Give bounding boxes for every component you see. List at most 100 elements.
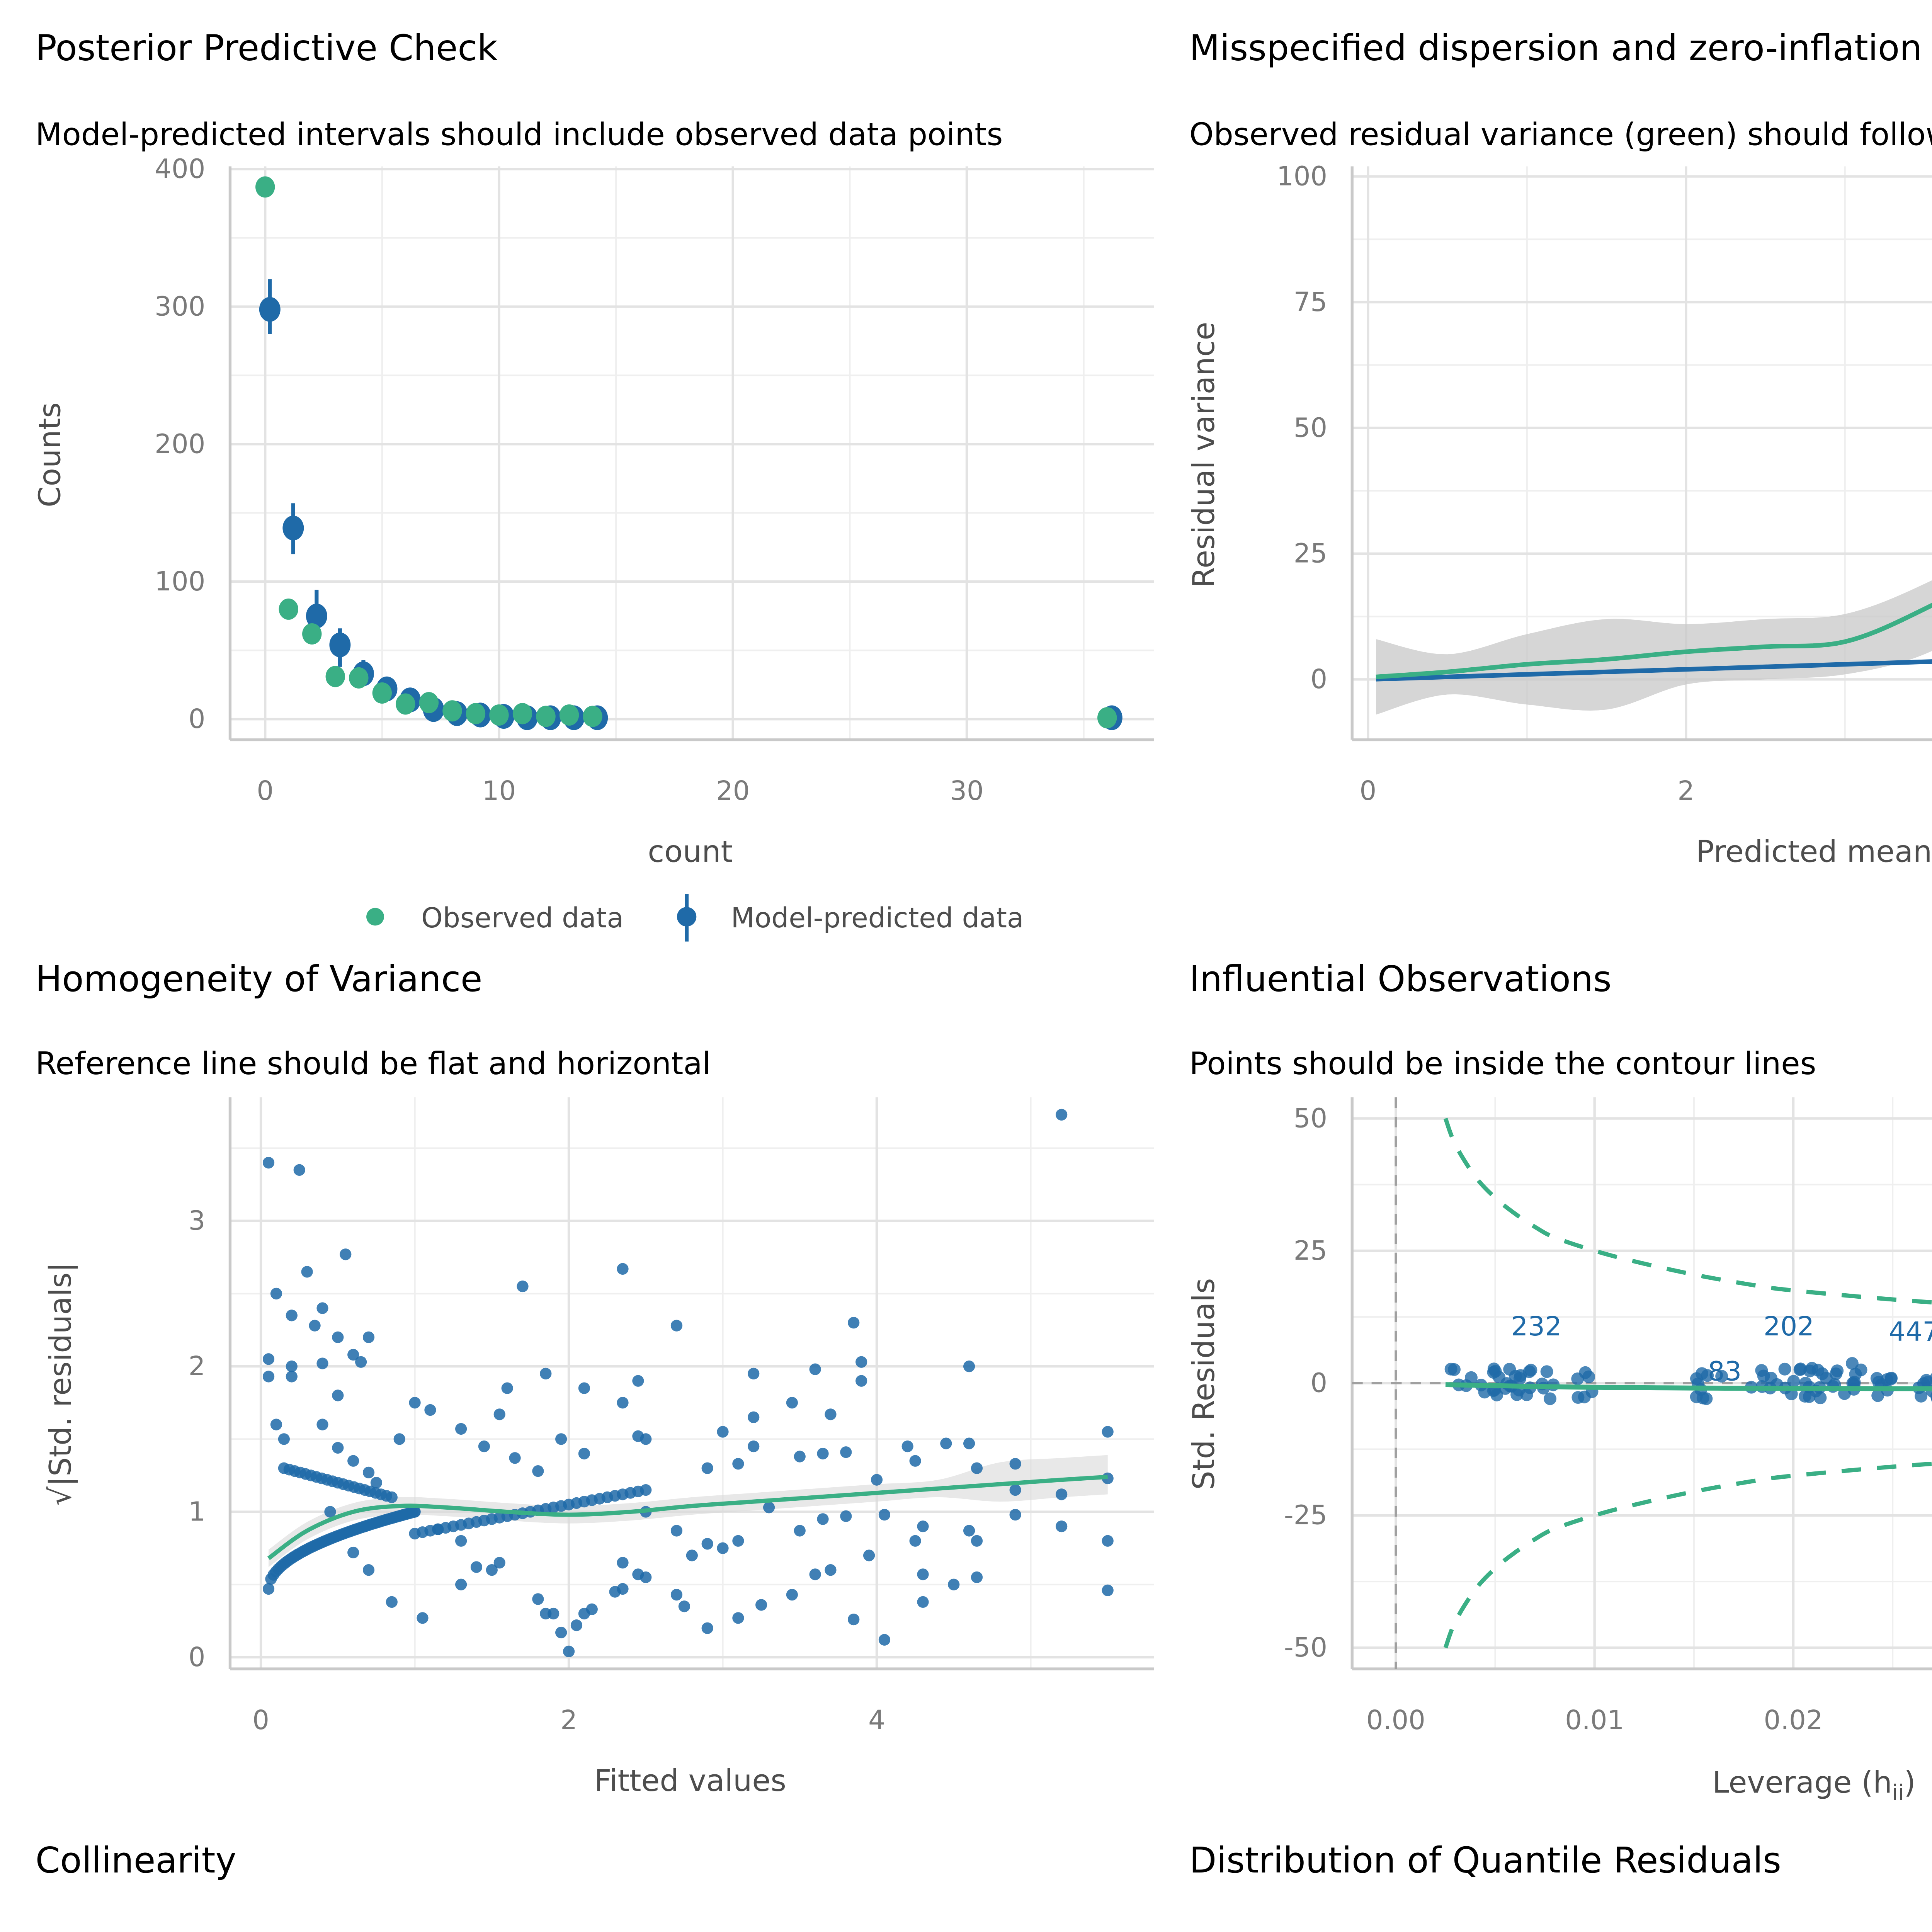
homogeneity-point — [901, 1440, 913, 1452]
influential-y-tick-label: 25 — [1294, 1235, 1327, 1266]
influential-point — [1544, 1392, 1557, 1405]
ppc-subtitle: Model-predicted intervals should include… — [36, 117, 1003, 153]
influential-x-axis-title-end: ) — [1904, 1765, 1915, 1800]
homogeneity-point — [909, 1535, 921, 1547]
influential-point — [1930, 1373, 1932, 1383]
influential-point-label: 232 — [1511, 1311, 1562, 1342]
influential-point — [1848, 1376, 1861, 1389]
influential-smooth-line — [1445, 1382, 1932, 1391]
influential-point — [1798, 1389, 1811, 1403]
homogeneity-point — [686, 1549, 698, 1561]
influential-point — [1489, 1365, 1502, 1378]
homogeneity-point — [1056, 1488, 1068, 1500]
qq-subtitle: Dots should fall along the line — [1189, 1927, 1652, 1932]
dispersion-x-axis-title: Predicted mean — [1696, 835, 1932, 869]
homogeneity-point — [362, 1331, 375, 1343]
influential-point — [1696, 1367, 1709, 1380]
homogeneity-point — [316, 1357, 328, 1369]
ppc-grid — [228, 166, 1154, 742]
influential-point — [1931, 1395, 1932, 1402]
ppc-observed-point — [489, 704, 509, 726]
homogeneity-point — [286, 1360, 298, 1372]
homogeneity-point — [963, 1437, 975, 1449]
homogeneity-point — [409, 1397, 421, 1409]
homogeneity-point — [701, 1538, 713, 1550]
ppc-legend: Observed data Model-predicted data — [366, 893, 1024, 942]
homogeneity-point — [732, 1612, 744, 1624]
ppc-predicted-point — [282, 515, 304, 541]
dispersion-x-tick-label: 2 — [1677, 776, 1694, 806]
homogeneity-point — [470, 1561, 483, 1573]
dispersion-predicted-line — [1376, 659, 1932, 682]
dispersion-y-tick-label: 25 — [1294, 538, 1327, 569]
influential-point — [1578, 1390, 1591, 1403]
influential-point — [1915, 1389, 1928, 1403]
legend-predicted-swatch — [677, 907, 697, 927]
homogeneity-confidence-band — [269, 1455, 1108, 1567]
ppc-observed-point — [255, 176, 275, 198]
ppc-observed-point — [442, 700, 462, 722]
homogeneity-point — [1102, 1426, 1114, 1438]
homogeneity-point — [971, 1571, 983, 1583]
homogeneity-point — [825, 1564, 837, 1576]
influential-point — [1448, 1363, 1461, 1376]
influential-point — [1696, 1391, 1709, 1405]
homogeneity-point — [617, 1263, 629, 1275]
homogeneity-point — [1102, 1584, 1114, 1596]
homogeneity-point — [617, 1583, 629, 1595]
ppc-y-tick-label: 400 — [155, 154, 205, 185]
homogeneity-point — [1009, 1484, 1021, 1496]
influential-point — [1571, 1372, 1584, 1385]
influential-point — [1778, 1362, 1791, 1376]
influential-point — [1540, 1365, 1553, 1378]
influential-point-label: 202 — [1764, 1311, 1814, 1342]
homogeneity-point — [478, 1440, 490, 1452]
qq-title: Distribution of Quantile Residuals — [1189, 1840, 1781, 1881]
homogeneity-point — [717, 1426, 729, 1438]
homogeneity-point — [347, 1349, 359, 1361]
influential-x-tick-label: 0.00 — [1366, 1705, 1425, 1736]
ppc-x-tick-label: 30 — [950, 776, 983, 806]
homogeneity-point — [917, 1568, 929, 1580]
influential-x-axis-title-main: Leverage (h — [1712, 1765, 1892, 1800]
homogeneity-point — [432, 1523, 444, 1535]
homogeneity-point — [362, 1564, 375, 1576]
homogeneity-point — [948, 1578, 960, 1590]
homogeneity-point — [355, 1356, 367, 1368]
influential-y-tick-label: -25 — [1284, 1500, 1327, 1531]
homogeneity-point — [855, 1356, 867, 1368]
influential-title: Influential Observations — [1189, 958, 1612, 1000]
homogeneity-point — [763, 1502, 775, 1514]
ppc-y-tick-label: 100 — [155, 566, 205, 597]
homogeneity-point — [909, 1455, 921, 1467]
homogeneity-point — [809, 1363, 821, 1375]
ppc-predicted-point — [329, 632, 351, 658]
homogeneity-point — [563, 1645, 575, 1658]
homogeneity-subtitle: Reference line should be flat and horizo… — [36, 1046, 711, 1082]
dispersion-y-axis-title: Residual variance — [1187, 322, 1221, 588]
influential-subtitle: Points should be inside the contour line… — [1189, 1046, 1816, 1082]
homogeneity-point — [278, 1433, 290, 1445]
ppc-observed-point — [1097, 707, 1117, 729]
homogeneity-point — [455, 1578, 467, 1590]
ppc-predicted-point — [306, 604, 327, 629]
homogeneity-y-tick-label: 3 — [189, 1206, 206, 1236]
homogeneity-point — [840, 1510, 852, 1522]
homogeneity-point — [493, 1408, 505, 1420]
homogeneity-point — [917, 1596, 929, 1608]
homogeneity-x-tick-label: 4 — [868, 1705, 885, 1736]
homogeneity-y-axis-title: √|Std. residuals| — [43, 1262, 78, 1506]
homogeneity-point — [640, 1484, 652, 1496]
homogeneity-point — [840, 1446, 852, 1458]
ppc-observed-point — [372, 682, 392, 704]
homogeneity-point — [286, 1310, 298, 1321]
homogeneity-point — [455, 1423, 467, 1435]
influential-x-tick-label: 0.01 — [1565, 1705, 1624, 1736]
homogeneity-point — [1009, 1509, 1021, 1521]
homogeneity-x-axis-title: Fitted values — [594, 1764, 786, 1798]
homogeneity-point — [340, 1248, 352, 1260]
influential-x-axis-title: Leverage (hii) — [1712, 1765, 1915, 1805]
homogeneity-point — [640, 1433, 652, 1445]
dispersion-y-tick-label: 75 — [1294, 287, 1327, 318]
